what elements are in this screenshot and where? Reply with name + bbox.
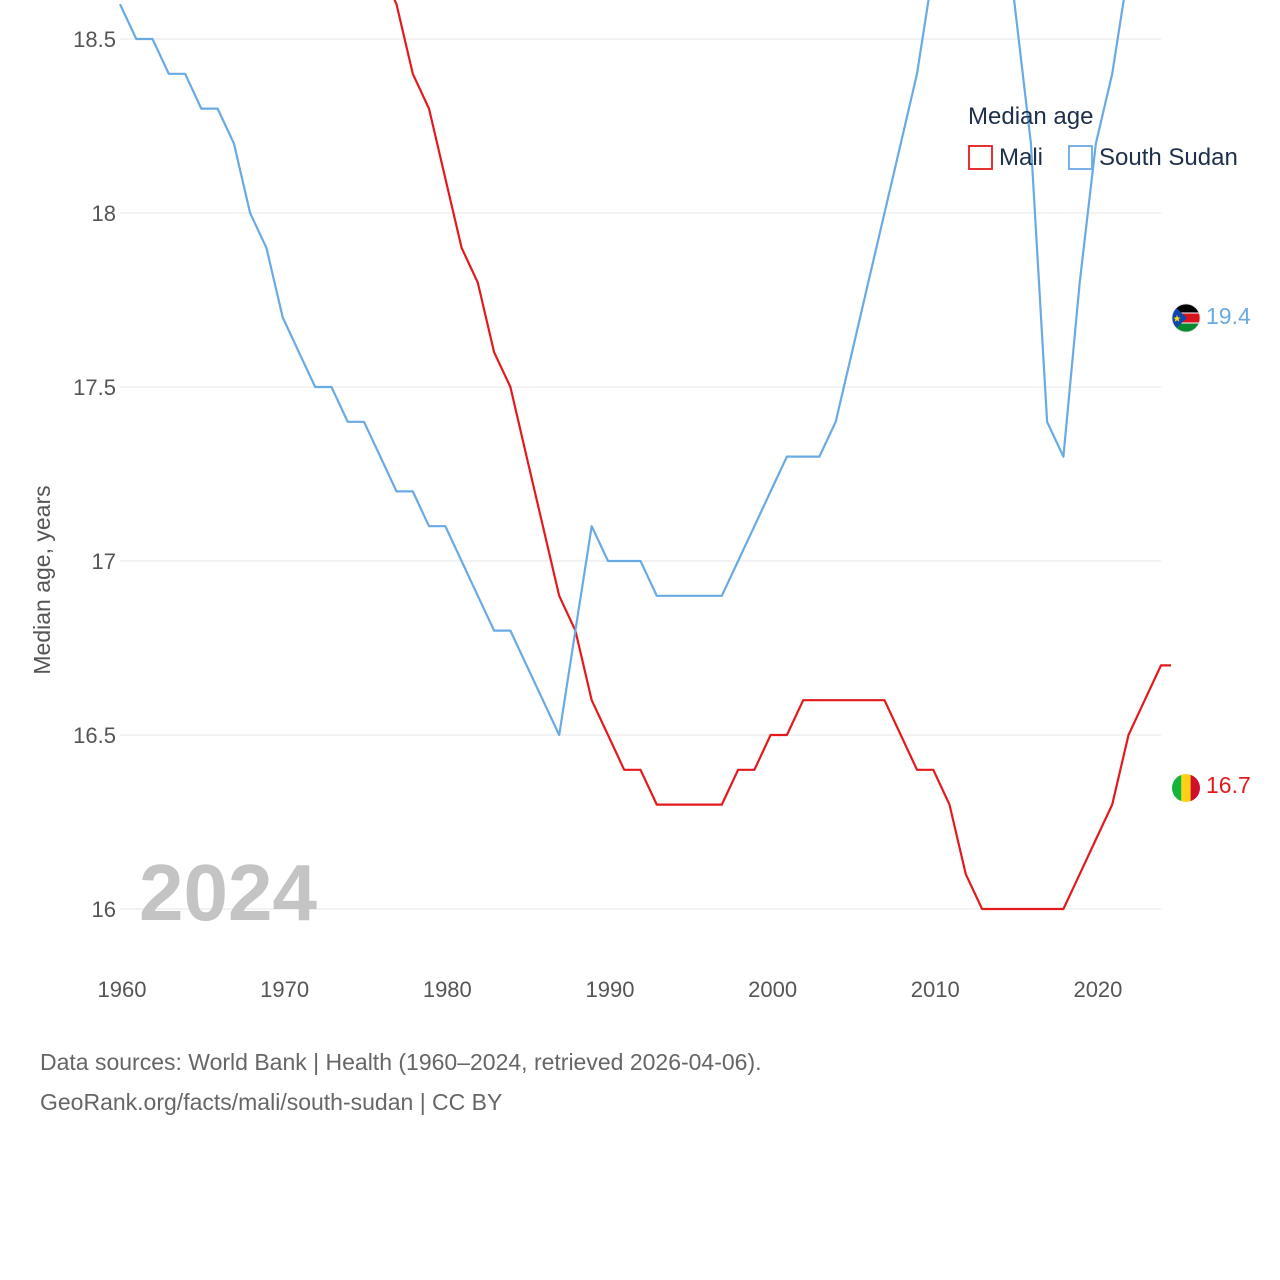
y-tick-label: 17.5 — [73, 375, 116, 400]
source-link[interactable]: GeoRank.org/facts/mali/south-sudan | CC … — [40, 1089, 503, 1115]
x-axis-ticks: 1960 1970 1980 1990 2000 2010 2020 — [98, 977, 1123, 1002]
end-label-south-sudan: 19.4 — [1206, 303, 1251, 329]
x-tick-label: 2010 — [911, 977, 960, 1002]
source-line: Data sources: World Bank | Health (1960–… — [40, 1049, 762, 1075]
legend-label-south-sudan[interactable]: South Sudan — [1099, 144, 1238, 171]
legend-label-mali[interactable]: Mali — [999, 144, 1043, 171]
x-tick-label: 1980 — [423, 977, 472, 1002]
x-tick-label: 2000 — [748, 977, 797, 1002]
mali-flag-icon — [1172, 774, 1200, 802]
legend: Median age Mali South Sudan — [968, 103, 1238, 171]
x-tick-label: 1990 — [585, 977, 634, 1002]
legend-swatch-mali[interactable] — [968, 145, 993, 170]
data-source-footer: Data sources: World Bank | Health (1960–… — [40, 1042, 762, 1122]
end-label-mali: 16.7 — [1206, 772, 1251, 798]
y-tick-label: 18 — [92, 201, 116, 226]
legend-swatch-south-sudan[interactable] — [1068, 145, 1093, 170]
series-line-south-sudan[interactable] — [119, 0, 1171, 737]
y-tick-label: 16 — [92, 897, 116, 922]
y-tick-label: 18.5 — [73, 27, 116, 52]
y-axis-title: Median age, years — [29, 485, 55, 674]
x-tick-label: 2020 — [1073, 977, 1122, 1002]
x-tick-label: 1960 — [98, 977, 147, 1002]
gridlines — [120, 38, 1161, 910]
year-watermark: 2024 — [139, 848, 317, 937]
y-tick-label: 16.5 — [73, 723, 116, 748]
x-tick-label: 1970 — [260, 977, 309, 1002]
south-sudan-flag-icon — [1172, 304, 1200, 332]
series-lines — [119, 0, 1171, 911]
series-line-mali[interactable] — [120, 0, 1171, 911]
y-tick-label: 17 — [92, 549, 116, 574]
legend-title: Median age — [968, 103, 1093, 130]
